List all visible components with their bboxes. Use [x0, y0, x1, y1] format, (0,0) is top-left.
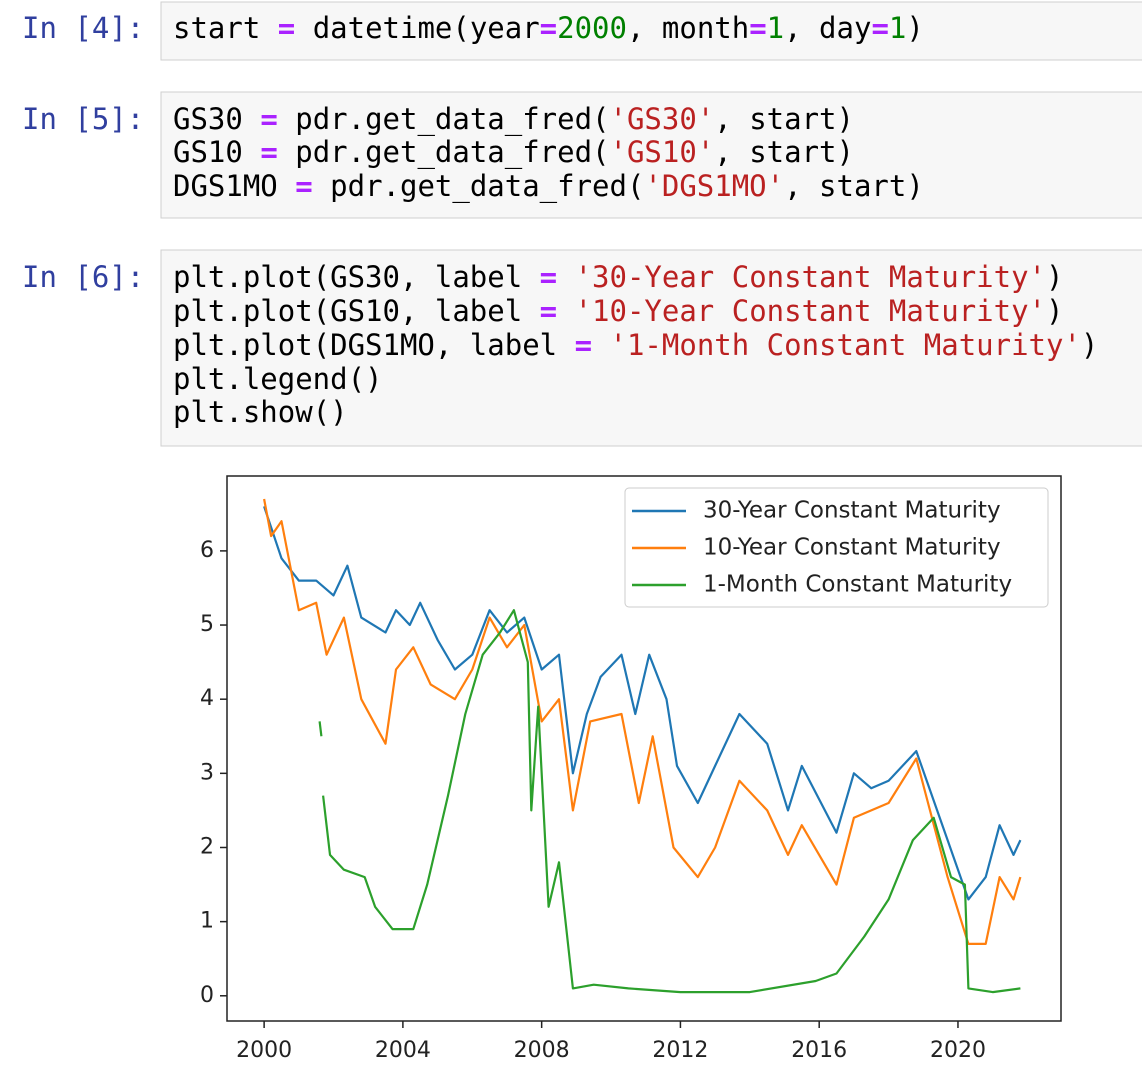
prompt: In [5]:	[22, 102, 144, 136]
code-token: 'DGS1MO'	[644, 169, 784, 203]
x-tick-label: 2012	[652, 1038, 708, 1063]
y-tick-label: 0	[200, 983, 214, 1008]
code-cell[interactable]	[160, 1, 1142, 61]
code-token: DGS1MO	[173, 169, 295, 203]
code-token: 1	[889, 11, 906, 45]
y-tick-label: 1	[200, 909, 214, 934]
code-token	[557, 294, 574, 328]
code-line: plt.plot(DGS1MO, label = '1-Month Consta…	[173, 328, 1098, 362]
code-token: )	[1081, 328, 1098, 362]
prompt: In [6]:	[22, 260, 144, 294]
y-tick-label: 5	[200, 612, 214, 637]
code-cell[interactable]	[160, 249, 1142, 447]
x-tick-label: 2000	[236, 1038, 292, 1063]
code-token: , day	[784, 11, 871, 45]
code-token: plt.show()	[173, 395, 348, 429]
code-token: 'GS30'	[610, 102, 715, 136]
code-line: DGS1MO = pdr.get_data_fred('DGS1MO', sta…	[173, 169, 924, 204]
code-token: =	[278, 11, 295, 45]
code-token: GS10	[173, 135, 260, 169]
legend-label: 10-Year Constant Maturity	[703, 535, 1001, 561]
code-token: pdr.get_data_fred(	[278, 135, 610, 170]
x-tick-label: 2016	[791, 1038, 847, 1063]
code-token: )	[1046, 294, 1063, 328]
code-token: , month	[627, 11, 749, 45]
code-token: , start)	[714, 135, 854, 169]
code-line: start = datetime(year=2000, month=1, day…	[173, 11, 924, 45]
code-token: 'GS10'	[610, 135, 715, 169]
code-token: pdr.get_data_fred(	[313, 169, 645, 204]
code-token: =	[260, 135, 277, 169]
code-token: 1	[767, 11, 784, 45]
code-line: plt.legend()	[173, 362, 383, 396]
legend: 30-Year Constant Maturity 10-Year Constan…	[624, 487, 1049, 608]
code-token	[557, 260, 574, 294]
code-token: =	[540, 294, 557, 328]
code-token: )	[906, 11, 923, 45]
y-tick-label: 6	[200, 538, 214, 563]
code-token: =	[295, 169, 312, 203]
chart: 0 1 2 3 4 5 6 2000 2004 2008 2012 2016 2020 30-Year C…	[200, 475, 1062, 1063]
code-token: 2000	[557, 11, 627, 45]
prompt: In [4]:	[22, 11, 144, 45]
code-line: GS10 = pdr.get_data_fred('GS10', start)	[173, 135, 854, 170]
code-token: plt.plot(GS10, label	[173, 294, 540, 328]
code-token: '10-Year Constant Maturity'	[575, 294, 1046, 328]
code-cell[interactable]	[160, 91, 1142, 219]
code-token: =	[540, 260, 557, 294]
code-token: )	[1046, 260, 1063, 294]
code-token: , start)	[784, 169, 924, 203]
code-token: plt.legend()	[173, 362, 383, 396]
code-token: =	[540, 11, 557, 45]
code-line: GS30 = pdr.get_data_fred('GS30', start)	[173, 102, 854, 137]
code-line: plt.show()	[173, 395, 348, 429]
y-tick-label: 3	[200, 760, 214, 785]
code-token: '1-Month Constant Maturity'	[610, 328, 1081, 362]
code-line: plt.plot(GS10, label = '10-Year Constant…	[173, 294, 1063, 328]
code-token: '30-Year Constant Maturity'	[575, 260, 1046, 294]
legend-label: 30-Year Constant Maturity	[703, 498, 1001, 524]
x-tick-label: 2020	[930, 1038, 986, 1063]
code-token: pdr.get_data_fred(	[278, 102, 610, 137]
series-line	[263, 498, 1022, 945]
code-token: =	[575, 328, 592, 362]
code-token: =	[260, 102, 277, 136]
code-token: start	[173, 11, 278, 45]
legend-label: 1-Month Constant Maturity	[703, 572, 1012, 598]
code-token: GS30	[173, 102, 260, 136]
series-line	[263, 506, 1022, 901]
code-token: =	[871, 11, 888, 45]
legend-box	[624, 487, 1049, 608]
code-token: plt.plot(GS30, label	[173, 260, 540, 294]
y-tick-label: 4	[200, 686, 214, 711]
y-tick-label: 2	[200, 834, 214, 859]
code-token: , start)	[714, 102, 854, 136]
code-token: plt.plot(DGS1MO, label	[173, 328, 575, 362]
code-token: =	[749, 11, 766, 45]
x-tick-label: 2008	[514, 1038, 570, 1063]
code-line: plt.plot(GS30, label = '30-Year Constant…	[173, 260, 1063, 294]
code-token: datetime(year	[295, 11, 539, 45]
code-token	[592, 328, 609, 362]
series-line	[318, 609, 1021, 994]
x-tick-label: 2004	[375, 1038, 431, 1063]
